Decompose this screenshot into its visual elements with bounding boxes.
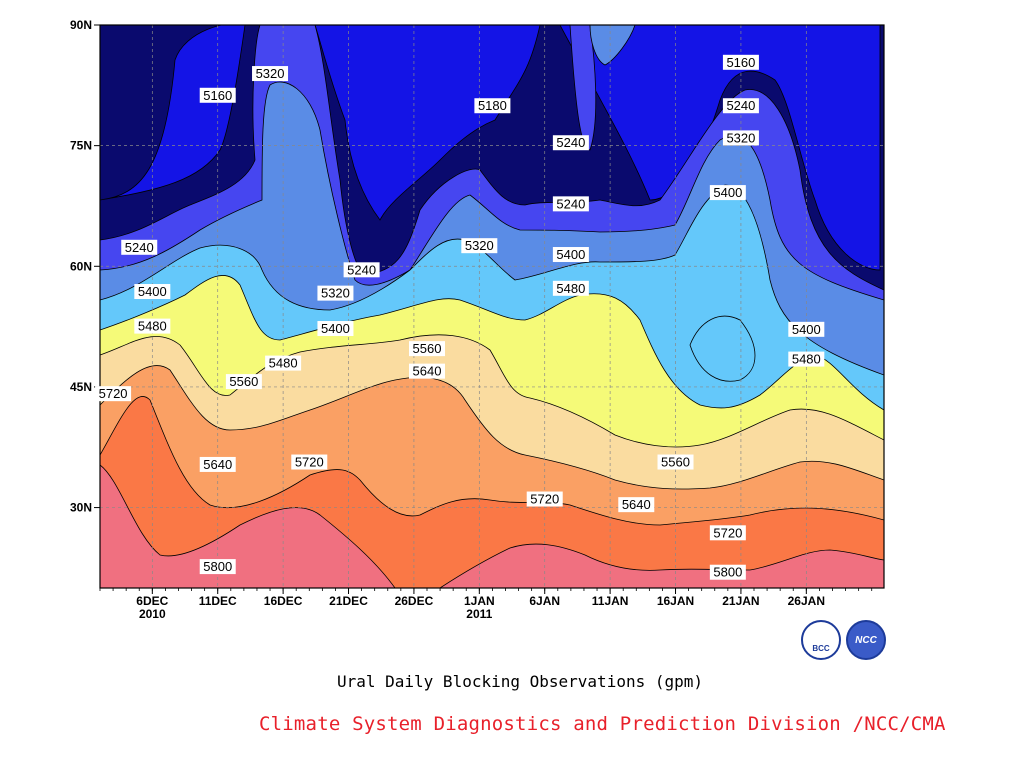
x-tick-label: 1JAN bbox=[464, 594, 495, 608]
contour-label: 5480 bbox=[556, 281, 585, 296]
contour-label: 5400 bbox=[556, 247, 585, 262]
contour-label: 5320 bbox=[256, 66, 285, 81]
contour-label: 5720 bbox=[295, 455, 324, 470]
contour-label-box bbox=[709, 564, 746, 580]
y-tick-label: 90N bbox=[70, 18, 92, 32]
contour-label-box bbox=[709, 185, 746, 201]
x-tick-label: 16JAN bbox=[657, 594, 694, 608]
contour-label: 5800 bbox=[203, 559, 232, 574]
contour-label: 5640 bbox=[203, 457, 232, 472]
contour-label-box bbox=[552, 135, 589, 151]
contour-label-box bbox=[722, 98, 759, 114]
contour-label: 5240 bbox=[726, 98, 755, 113]
contour-label-box bbox=[317, 285, 354, 301]
y-axis: 90N 75N 60N 45N 30N bbox=[70, 18, 100, 515]
x-tick-label: 21DEC bbox=[329, 594, 368, 608]
contour-label-box bbox=[409, 341, 445, 357]
contour-label: 5720 bbox=[530, 492, 559, 507]
contour-label-box bbox=[225, 374, 262, 390]
contour-label-box bbox=[474, 98, 511, 114]
contour-label-box bbox=[618, 497, 655, 513]
contour-label: 5240 bbox=[347, 262, 376, 277]
x-tick-label: 6JAN bbox=[529, 594, 560, 608]
contour-label: 5180 bbox=[478, 98, 507, 113]
x-tick-year: 2010 bbox=[139, 607, 166, 621]
contour-label: 5320 bbox=[726, 130, 755, 145]
contour-label: 5480 bbox=[269, 356, 298, 371]
contour-label-box bbox=[199, 559, 236, 575]
y-tick-label: 30N bbox=[70, 501, 92, 515]
x-tick-label: 11DEC bbox=[199, 594, 237, 608]
contour-label-box bbox=[461, 238, 498, 254]
contour-label: 5720 bbox=[99, 386, 128, 401]
contour-label-box bbox=[409, 363, 445, 379]
y-tick-label: 75N bbox=[70, 139, 92, 153]
x-tick-label: 26DEC bbox=[395, 594, 434, 608]
contour-label: 5320 bbox=[321, 286, 350, 301]
contour-label-box bbox=[134, 284, 171, 300]
contour-label: 5240 bbox=[556, 135, 585, 150]
band-5400-pocket bbox=[689, 315, 756, 382]
contour-label-box bbox=[317, 321, 354, 337]
contour-label-box bbox=[199, 456, 236, 472]
y-tick-label: 45N bbox=[70, 380, 92, 394]
band-5800 bbox=[100, 464, 884, 588]
contour-label: 5640 bbox=[622, 497, 651, 512]
contour-label-box bbox=[552, 196, 589, 212]
contour-labels: 5160 5320 5180 5160 5240 5240 5320 5240 5400 5240… bbox=[95, 54, 825, 580]
x-tick-year: 2011 bbox=[466, 607, 492, 621]
contour-label: 5480 bbox=[138, 319, 167, 334]
x-tick-label: 11JAN bbox=[592, 594, 629, 608]
contour-label: 5800 bbox=[713, 565, 742, 580]
contour-label-box bbox=[722, 54, 759, 70]
x-tick-label: 16DEC bbox=[264, 594, 303, 608]
contour-label-box bbox=[709, 525, 746, 541]
x-tick-label: 6DEC bbox=[136, 594, 168, 608]
contour-label-box bbox=[95, 386, 132, 402]
contour-label-box bbox=[788, 321, 825, 337]
contour-label: 5560 bbox=[229, 374, 258, 389]
y-tick-label: 60N bbox=[70, 259, 92, 273]
contour-label-box bbox=[526, 491, 563, 507]
contour-label-box bbox=[552, 280, 589, 296]
band-5320-inner bbox=[589, 25, 636, 66]
contour-label-box bbox=[134, 318, 171, 334]
x-tick-label: 21JAN bbox=[722, 594, 759, 608]
contour-label-box bbox=[252, 66, 289, 82]
contour-label-box bbox=[121, 239, 158, 255]
contour-label-box bbox=[657, 454, 694, 470]
contour-label-box bbox=[788, 351, 825, 367]
chart-title: Ural Daily Blocking Observations (gpm) bbox=[336, 672, 704, 691]
contour-label-box bbox=[343, 262, 380, 278]
contour-label: 5560 bbox=[413, 341, 442, 356]
contour-label: 5320 bbox=[465, 238, 494, 253]
contour-label: 5400 bbox=[321, 321, 350, 336]
contour-label: 5400 bbox=[138, 284, 167, 299]
band-5240-inner-a bbox=[569, 25, 597, 151]
contour-label: 5560 bbox=[661, 455, 690, 470]
contour-label: 5480 bbox=[792, 352, 821, 367]
contour-fill bbox=[100, 25, 884, 588]
contour-label-box bbox=[265, 355, 302, 371]
contour-label-box bbox=[291, 454, 328, 470]
contour-label: 5240 bbox=[125, 240, 154, 255]
contour-label-box bbox=[552, 247, 589, 263]
bcc-logo: BCC bbox=[801, 620, 841, 660]
contour-label: 5240 bbox=[556, 196, 585, 211]
contour-label: 5640 bbox=[413, 364, 442, 379]
contour-label: 5720 bbox=[713, 525, 742, 540]
contour-label: 5160 bbox=[203, 88, 232, 103]
contour-label: 5400 bbox=[792, 322, 821, 337]
credit-line: Climate System Diagnostics and Predictio… bbox=[259, 713, 946, 735]
ncc-logo: NCC bbox=[846, 620, 886, 660]
contour-label-box bbox=[722, 130, 759, 146]
contour-label: 5160 bbox=[726, 55, 755, 70]
contour-label-box bbox=[199, 87, 236, 103]
x-tick-label: 26JAN bbox=[788, 594, 825, 608]
contour-label: 5400 bbox=[713, 185, 742, 200]
